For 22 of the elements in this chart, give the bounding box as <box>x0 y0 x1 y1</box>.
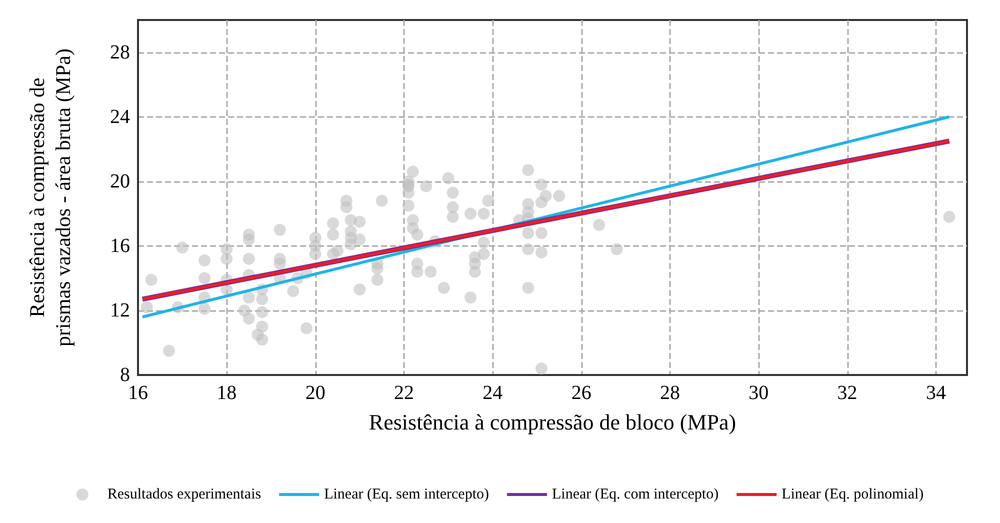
x-axis-title: Resistência à compressão de bloco (MPa) <box>368 410 736 434</box>
x-tick-label: 28 <box>660 382 680 404</box>
x-tick-label: 20 <box>305 382 326 404</box>
legend-label: Linear (Eq. com intercepto) <box>552 486 719 502</box>
y-tick-label: 20 <box>110 170 130 192</box>
x-tick-label: 32 <box>837 382 858 404</box>
x-tick-label: 26 <box>571 382 592 404</box>
x-tick-label: 22 <box>394 382 414 404</box>
y-tick-label: 28 <box>110 41 130 64</box>
legend-label: Linear (Eq. sem intercepto) <box>324 486 490 502</box>
y-tick-label: 12 <box>110 299 130 322</box>
y-tick-label: 24 <box>110 106 130 128</box>
legend-label: Linear (Eq. polinomial) <box>782 486 924 502</box>
x-tick-label: 18 <box>216 382 237 404</box>
x-tick-label: 16 <box>128 382 148 404</box>
x-tick-label: 30 <box>748 382 769 404</box>
x-tick-label: 24 <box>482 382 503 404</box>
x-tick-label: 34 <box>926 382 946 404</box>
y-tick-label: 16 <box>110 234 130 257</box>
y-axis-title: Resistência à compressão de prismas vazados - área bruta (MPa) <box>25 48 75 346</box>
legend-label: Resultados experimentais <box>107 486 262 502</box>
y-tick-label: 8 <box>120 364 130 386</box>
